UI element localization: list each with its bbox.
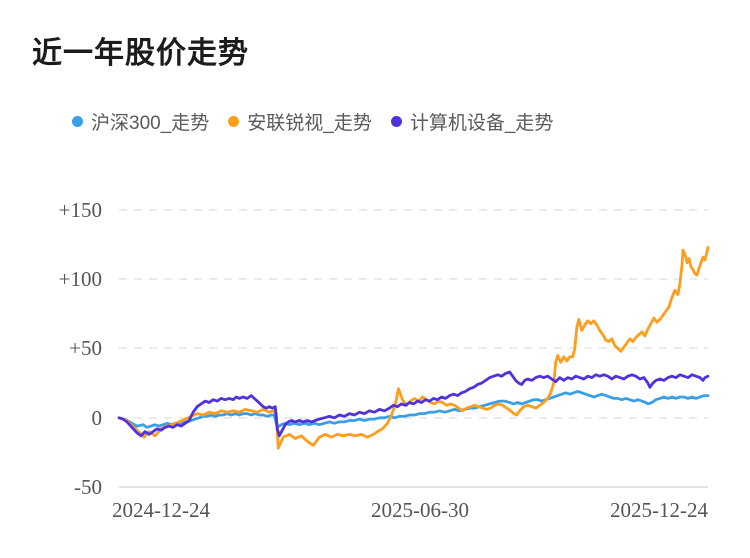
legend-item-allianz[interactable]: 安联锐视_走势 (228, 108, 372, 135)
legend-label: 沪深300_走势 (91, 113, 210, 134)
legend-item-hs300[interactable]: 沪深300_走势 (72, 108, 209, 135)
gridline-minus50 (119, 486, 708, 488)
y-axis-tick-150: +150 (58, 198, 102, 222)
legend-label: 安联锐视_走势 (247, 113, 372, 134)
y-axis-tick-100: +100 (58, 267, 102, 291)
trend-chart-svg (117, 246, 710, 450)
gridline-0 (119, 417, 708, 419)
gridline-150 (119, 209, 708, 211)
x-axis-tick-middle: 2025-06-30 (371, 498, 469, 522)
y-axis-tick-0: 0 (91, 406, 103, 430)
chart-legend: 沪深300_走势 安联锐视_走势 计算机设备_走势 (72, 108, 710, 135)
y-axis-tick-50: +50 (69, 336, 102, 360)
series-line-hs300 (117, 389, 710, 429)
gridline-100 (119, 278, 708, 280)
gridline-50 (119, 347, 708, 349)
legend-dot-icon (228, 116, 240, 127)
x-axis-tick-start: 2024-12-24 (112, 498, 210, 522)
series-line-allianz (117, 246, 710, 450)
legend-dot-icon (72, 116, 83, 127)
x-axis-tick-end: 2025-12-24 (610, 498, 708, 522)
page-title: 近一年股价走势 (32, 37, 249, 70)
legend-item-computer[interactable]: 计算机设备_走势 (390, 108, 554, 135)
y-axis-tick-minus50: -50 (74, 475, 102, 499)
legend-label: 计算机设备_走势 (409, 113, 554, 134)
legend-dot-icon (390, 116, 402, 127)
series-line-computer (117, 370, 710, 438)
